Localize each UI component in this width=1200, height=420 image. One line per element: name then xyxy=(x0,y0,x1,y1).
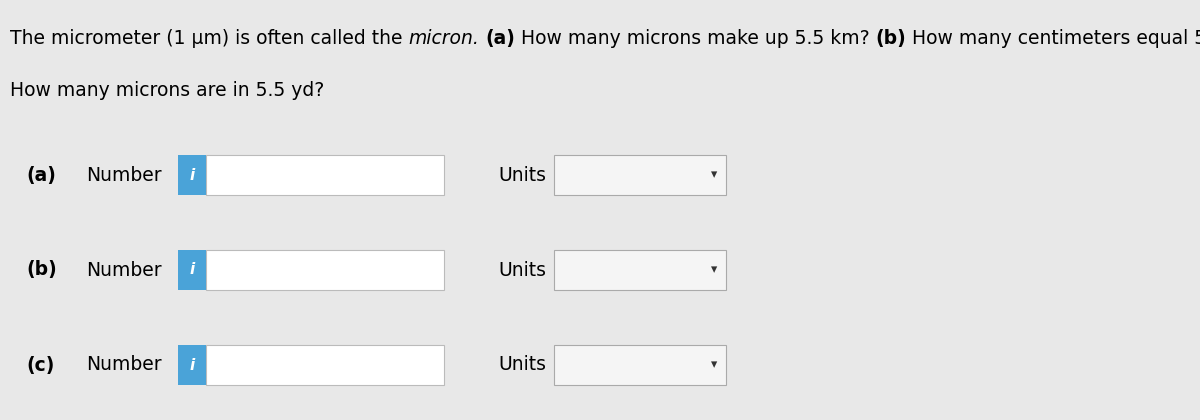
Text: i: i xyxy=(190,357,194,373)
Text: (a): (a) xyxy=(26,165,56,184)
Text: (c): (c) xyxy=(26,355,55,375)
Text: i: i xyxy=(190,168,194,183)
Text: ▾: ▾ xyxy=(710,168,718,181)
Text: Units: Units xyxy=(498,355,546,375)
Text: How many microns make up 5.5 km?: How many microns make up 5.5 km? xyxy=(515,29,876,48)
Text: (a): (a) xyxy=(485,29,515,48)
Text: Number: Number xyxy=(86,260,162,279)
Text: Number: Number xyxy=(86,355,162,375)
Text: The micrometer (1 μm) is often called the: The micrometer (1 μm) is often called th… xyxy=(10,29,408,48)
Text: i: i xyxy=(190,262,194,278)
Text: ▾: ▾ xyxy=(710,263,718,276)
Text: ▾: ▾ xyxy=(710,359,718,372)
Text: How many microns are in 5.5 yd?: How many microns are in 5.5 yd? xyxy=(10,81,324,100)
Text: (b): (b) xyxy=(876,29,906,48)
Text: micron.: micron. xyxy=(408,29,479,48)
Text: (b): (b) xyxy=(26,260,58,279)
Text: How many centimeters equal 5.5 μm?: How many centimeters equal 5.5 μm? xyxy=(906,29,1200,48)
Text: Units: Units xyxy=(498,165,546,184)
Text: Units: Units xyxy=(498,260,546,279)
Text: Number: Number xyxy=(86,165,162,184)
